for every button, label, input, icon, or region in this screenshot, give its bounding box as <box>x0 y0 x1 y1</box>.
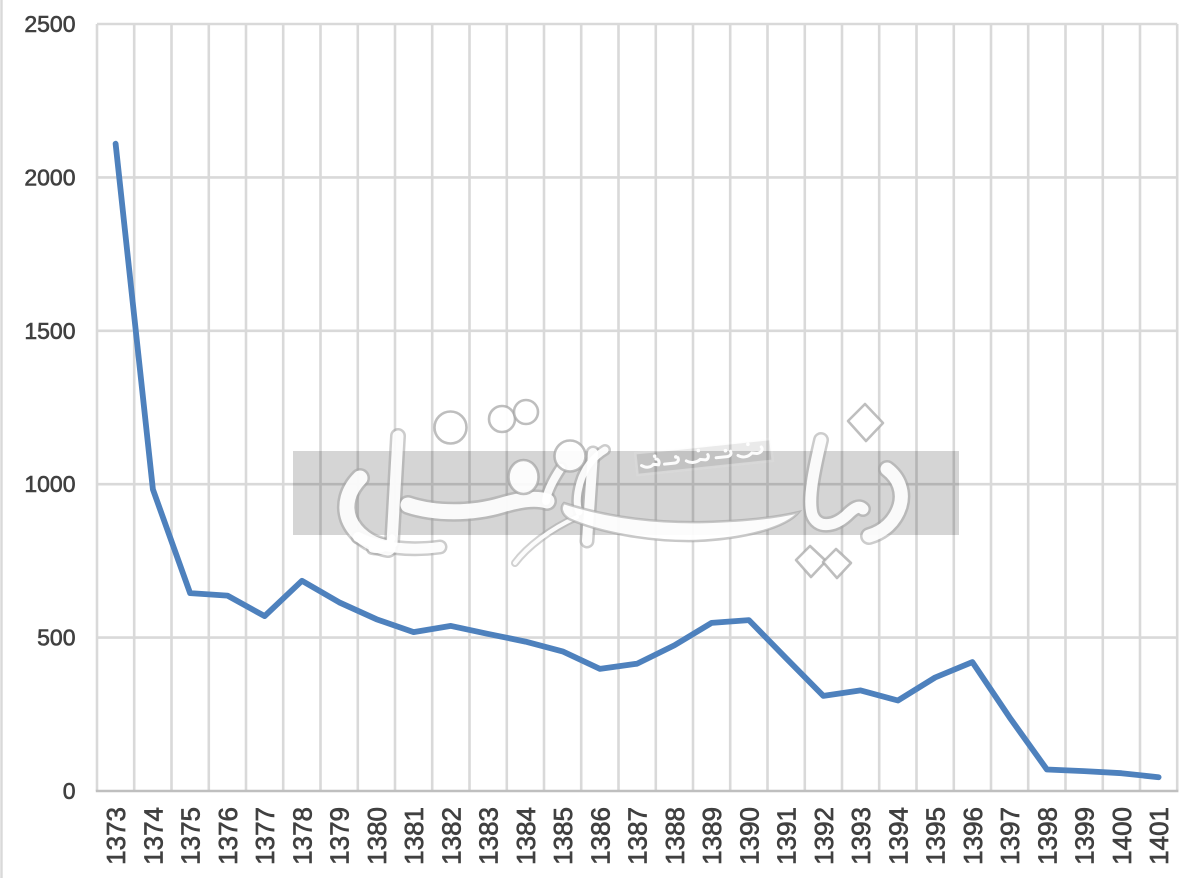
svg-text:1389: 1389 <box>697 807 727 865</box>
svg-text:1376: 1376 <box>213 807 243 865</box>
svg-text:1500: 1500 <box>24 318 75 344</box>
svg-text:1387: 1387 <box>623 807 653 865</box>
svg-text:1397: 1397 <box>995 807 1025 865</box>
svg-text:1385: 1385 <box>548 807 578 865</box>
svg-text:1394: 1394 <box>883 807 913 865</box>
svg-text:1379: 1379 <box>325 807 355 865</box>
svg-text:1391: 1391 <box>772 807 802 865</box>
svg-text:500: 500 <box>37 625 75 651</box>
svg-text:1398: 1398 <box>1032 807 1062 865</box>
svg-text:1390: 1390 <box>734 807 764 865</box>
svg-text:1378: 1378 <box>287 807 317 865</box>
svg-text:1380: 1380 <box>362 807 392 865</box>
svg-text:1374: 1374 <box>138 807 168 865</box>
svg-text:1399: 1399 <box>1070 807 1100 865</box>
svg-text:0: 0 <box>63 778 76 804</box>
svg-text:2000: 2000 <box>24 164 75 190</box>
svg-text:1400: 1400 <box>1107 807 1137 865</box>
svg-text:1381: 1381 <box>399 807 429 865</box>
svg-text:1000: 1000 <box>24 471 75 497</box>
svg-text:1388: 1388 <box>660 807 690 865</box>
svg-text:1384: 1384 <box>511 807 541 865</box>
svg-text:1392: 1392 <box>809 807 839 865</box>
svg-text:1395: 1395 <box>921 807 951 865</box>
svg-text:1377: 1377 <box>250 807 280 865</box>
svg-text:1382: 1382 <box>436 807 466 865</box>
svg-text:1373: 1373 <box>101 807 131 865</box>
svg-text:1375: 1375 <box>176 807 206 865</box>
svg-text:1396: 1396 <box>958 807 988 865</box>
svg-text:1383: 1383 <box>474 807 504 865</box>
svg-text:1401: 1401 <box>1144 807 1174 865</box>
svg-text:2500: 2500 <box>24 11 75 37</box>
svg-text:1393: 1393 <box>846 807 876 865</box>
svg-text:1386: 1386 <box>585 807 615 865</box>
